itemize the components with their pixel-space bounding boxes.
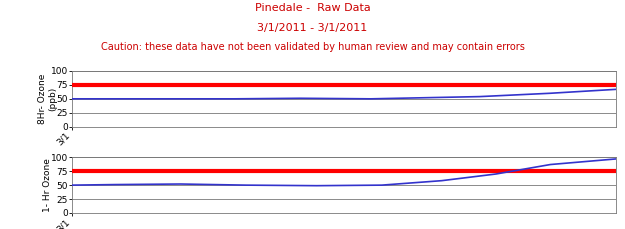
Text: Caution: these data have not been validated by human review and may contain erro: Caution: these data have not been valida… [101, 42, 524, 52]
Text: Pinedale -  Raw Data: Pinedale - Raw Data [254, 3, 371, 14]
Text: 3/1/2011 - 3/1/2011: 3/1/2011 - 3/1/2011 [258, 23, 368, 33]
Y-axis label: 1- Hr Ozone: 1- Hr Ozone [43, 158, 52, 212]
Y-axis label: 8Hr- Ozone
(ppb): 8Hr- Ozone (ppb) [38, 74, 58, 124]
